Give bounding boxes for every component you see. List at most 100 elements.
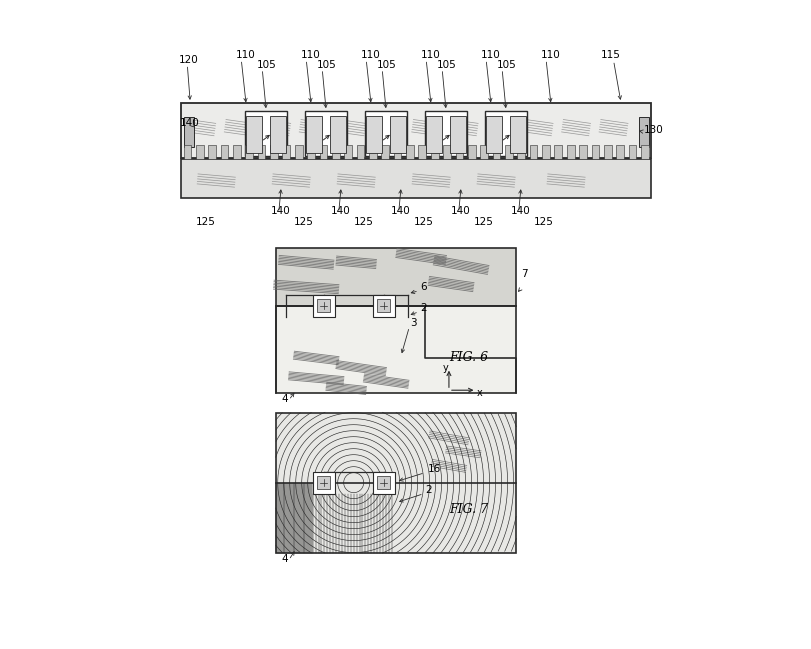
Text: 140: 140 [271,206,290,216]
Text: 105: 105 [496,60,517,70]
Bar [306,116,322,153]
Bar [467,145,475,160]
Bar [195,145,204,160]
Text: 130: 130 [643,125,663,135]
Bar [426,116,442,153]
Bar [245,145,253,160]
Text: 110: 110 [236,50,255,60]
Bar [590,145,599,160]
Bar [276,306,516,393]
Bar [406,145,414,160]
Bar [368,145,376,160]
Bar [183,117,193,147]
Bar [449,116,466,153]
Bar [356,145,364,160]
Bar [389,116,406,153]
Bar [418,145,426,160]
Text: FIG. 7: FIG. 7 [448,504,487,517]
Bar [509,116,526,153]
Bar [257,145,265,160]
Bar [578,145,586,160]
Bar [479,145,487,160]
Bar [364,111,407,156]
Bar [307,145,315,160]
Text: 125: 125 [413,217,433,227]
Text: FIG. 6: FIG. 6 [448,351,487,364]
Text: x: x [476,388,482,398]
Text: 110: 110 [421,50,440,60]
Bar [640,145,648,160]
Bar [294,145,303,160]
Text: 125: 125 [196,217,216,227]
Text: 110: 110 [361,50,380,60]
Bar [376,476,390,489]
Bar [317,299,330,312]
Bar [603,145,611,160]
Text: 16: 16 [427,463,440,474]
Bar [344,145,352,160]
Text: 115: 115 [600,50,620,60]
Bar [366,116,382,153]
Text: 110: 110 [301,50,320,60]
Bar [282,145,290,160]
Bar [208,145,216,160]
Text: 140: 140 [180,118,200,128]
Bar [484,111,526,156]
Text: 2: 2 [419,302,427,313]
Bar [492,145,500,160]
Bar [181,160,650,198]
Bar [270,145,277,160]
Text: 6: 6 [419,282,427,292]
Text: 4: 4 [281,554,287,563]
Bar [181,103,650,158]
Text: 105: 105 [436,60,457,70]
Bar [270,116,285,153]
Bar [246,116,262,153]
Bar [332,145,339,160]
Bar [424,111,467,156]
Text: 140: 140 [451,206,470,216]
Text: 105: 105 [317,60,337,70]
Text: 120: 120 [178,55,198,65]
Bar [628,145,636,160]
Text: 125: 125 [294,217,313,227]
Bar [616,145,623,160]
Bar [554,145,561,160]
Text: 125: 125 [473,217,493,227]
Text: 105: 105 [376,60,397,70]
Text: 140: 140 [331,206,350,216]
Text: 125: 125 [354,217,373,227]
Bar [529,145,537,160]
Bar [486,116,502,153]
Bar [221,145,228,160]
Bar [245,111,287,156]
Bar [376,299,390,312]
Bar [431,145,438,160]
Bar [393,145,401,160]
Bar [329,116,345,153]
Text: 125: 125 [533,217,553,227]
Text: 2: 2 [424,485,431,495]
Text: 3: 3 [410,318,417,328]
Bar [233,145,241,160]
Text: 110: 110 [481,50,500,60]
Bar [542,145,549,160]
Bar [372,295,394,317]
Bar [276,413,516,553]
Bar [455,145,463,160]
Bar [312,472,334,494]
Bar [638,117,648,147]
Bar [305,111,347,156]
Text: 140: 140 [510,206,530,216]
Text: y: y [442,363,448,373]
Bar [566,145,574,160]
Bar [276,248,516,306]
Text: 110: 110 [540,50,560,60]
Text: 105: 105 [257,60,277,70]
Bar [381,145,388,160]
Text: 4: 4 [281,394,287,404]
Text: 7: 7 [521,269,527,279]
Bar [183,145,191,160]
Bar [312,295,334,317]
Bar [504,145,512,160]
